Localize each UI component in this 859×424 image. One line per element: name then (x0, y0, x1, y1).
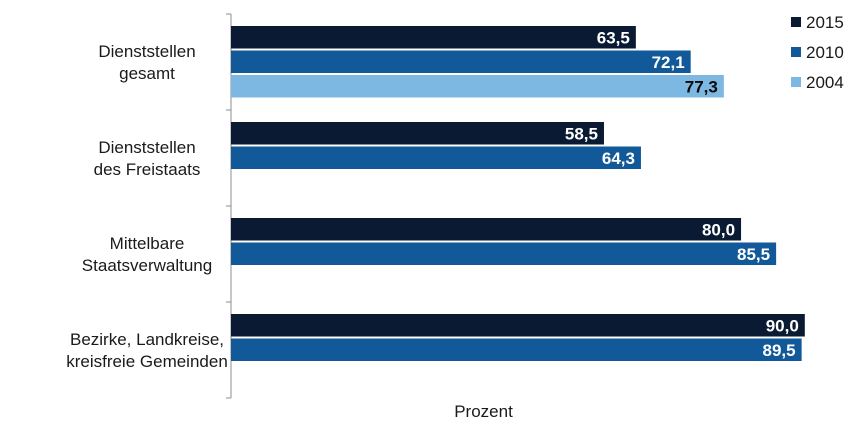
category-label: Staatsverwaltung (82, 256, 212, 275)
legend-swatch-2004 (791, 77, 801, 87)
category-label: Mittelbare (110, 234, 185, 253)
data-label-2015: 80,0 (702, 220, 735, 239)
bar-2015 (231, 314, 805, 337)
legend: 2015 2010 2004 (791, 13, 844, 92)
data-label-2015: 58,5 (565, 124, 598, 143)
data-label-2015: 63,5 (597, 28, 630, 47)
bar-2010 (231, 146, 641, 169)
category-label: Bezirke, Landkreise, (70, 330, 224, 349)
bar-2004 (231, 75, 724, 98)
bar-2010 (231, 242, 777, 265)
category-label: kreisfreie Gemeinden (66, 352, 228, 371)
bar-2010 (231, 338, 802, 361)
legend-swatch-2010 (791, 47, 801, 57)
bar-2015 (231, 26, 636, 49)
bars-layer: 63,5 72,177,3 58,564,3 80,085,5 90,0 89,5 (231, 26, 805, 361)
legend-swatch-2015 (791, 17, 801, 27)
data-label-2010: 64,3 (602, 149, 635, 168)
x-axis-label: Prozent (454, 402, 513, 421)
data-label-2010: 85,5 (737, 245, 770, 264)
data-label-2004: 77,3 (685, 77, 718, 96)
axis-layer (226, 13, 232, 399)
bar-2010 (231, 50, 691, 73)
category-label: Dienststellen (98, 42, 195, 61)
legend-label-2010: 2010 (806, 43, 844, 62)
category-labels: Dienststellen gesamt Dienststellen des Frei… (66, 42, 228, 371)
category-label: Dienststellen (98, 138, 195, 157)
bar-2015 (231, 122, 604, 145)
data-label-2010: 89,5 (763, 341, 796, 360)
bar-2015 (231, 218, 742, 241)
legend-label-2004: 2004 (806, 73, 844, 92)
data-label-2015: 90,0 (766, 316, 799, 335)
data-label-2010: 72,1 (652, 53, 685, 72)
category-label: gesamt (119, 64, 175, 83)
legend-label-2015: 2015 (806, 13, 844, 32)
category-label: des Freistaats (94, 160, 201, 179)
